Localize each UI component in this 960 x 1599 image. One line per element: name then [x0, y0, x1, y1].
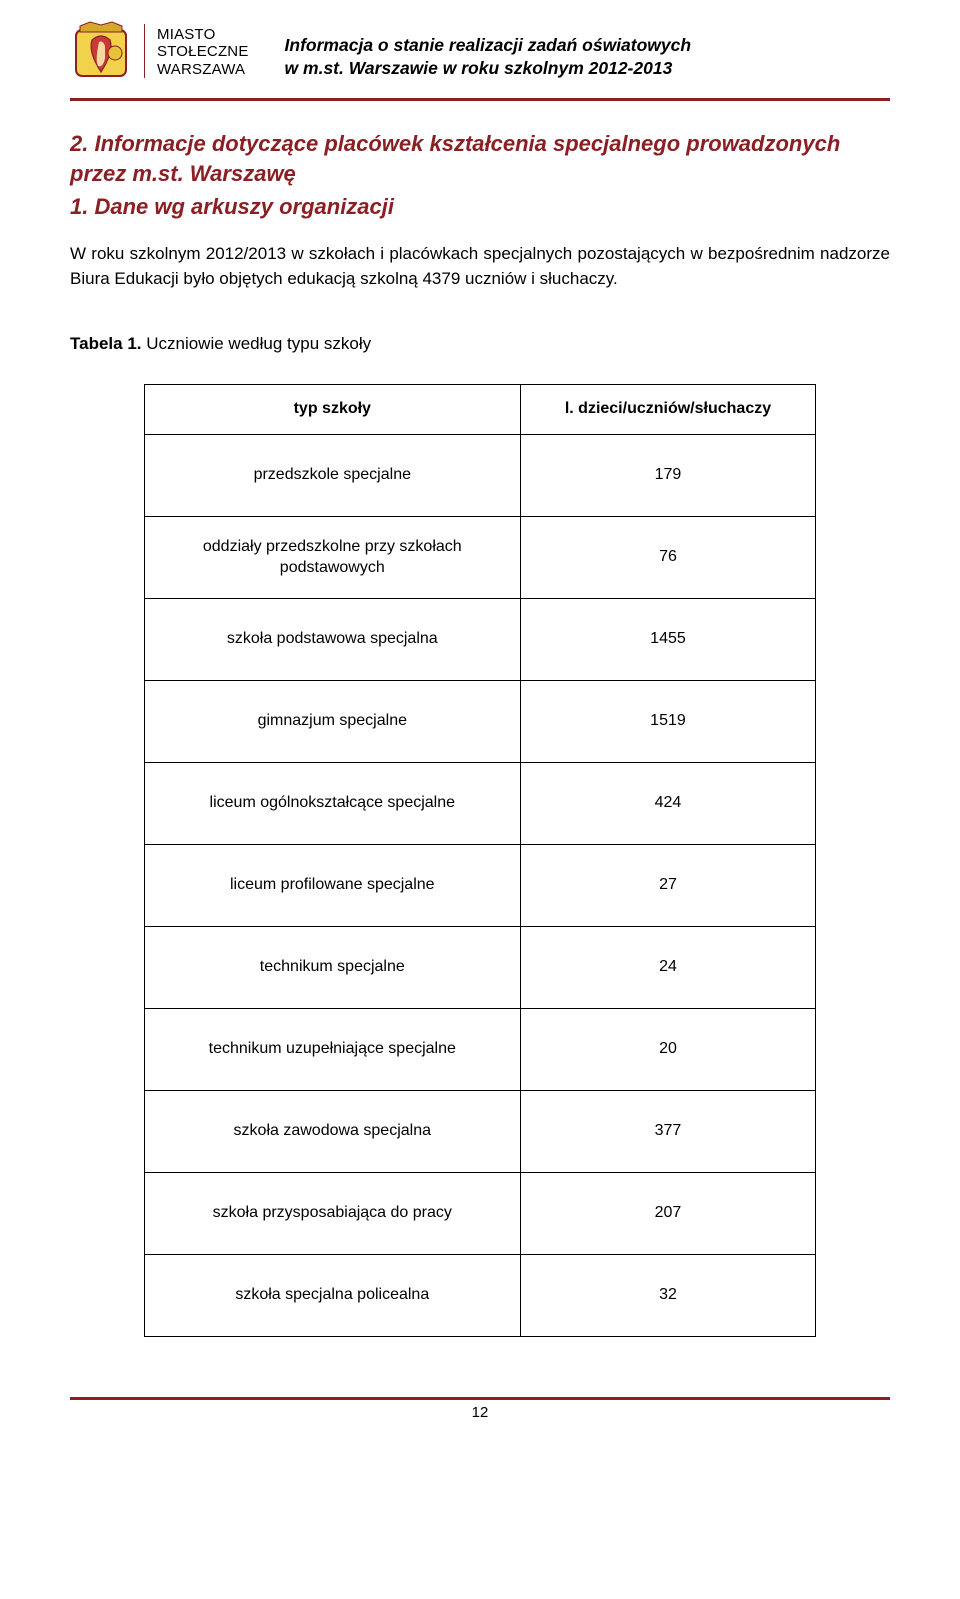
table-cell-label: gimnazjum specjalne [144, 680, 520, 762]
table-cell-value: 424 [520, 762, 815, 844]
subsection-title: 1. Dane wg arkuszy organizacji [70, 194, 890, 220]
table-cell-label: szkoła specjalna policealna [144, 1254, 520, 1336]
table-cell-value: 76 [520, 516, 815, 598]
table-header-row: typ szkoły l. dzieci/uczniów/słuchaczy [144, 384, 815, 434]
header-divider [144, 24, 145, 78]
table-caption: Tabela 1. Uczniowie według typu szkoły [70, 334, 890, 354]
students-by-school-type-table: typ szkoły l. dzieci/uczniów/słuchaczy p… [144, 384, 816, 1337]
table-cell-value: 1455 [520, 598, 815, 680]
table-caption-rest: Uczniowie według typu szkoły [142, 334, 372, 353]
table-row: przedszkole specjalne179 [144, 434, 815, 516]
table-row: technikum specjalne24 [144, 926, 815, 1008]
table-row: szkoła zawodowa specjalna377 [144, 1090, 815, 1172]
table-cell-value: 20 [520, 1008, 815, 1090]
table-row: liceum ogólnokształcące specjalne424 [144, 762, 815, 844]
table-row: liceum profilowane specjalne27 [144, 844, 815, 926]
table-cell-value: 24 [520, 926, 815, 1008]
table-row: technikum uzupełniające specjalne20 [144, 1008, 815, 1090]
intro-paragraph: W roku szkolnym 2012/2013 w szkołach i p… [70, 242, 890, 291]
table-cell-value: 32 [520, 1254, 815, 1336]
table-cell-value: 179 [520, 434, 815, 516]
table-row: szkoła podstawowa specjalna1455 [144, 598, 815, 680]
table-caption-bold: Tabela 1. [70, 334, 142, 353]
table-row: szkoła specjalna policealna32 [144, 1254, 815, 1336]
footer-rule [70, 1397, 890, 1400]
logo-line-1: MIASTO [157, 26, 249, 43]
document-running-title: Informacja o stanie realizacji zadań ośw… [261, 20, 692, 80]
table-cell-label: szkoła przysposabiająca do pracy [144, 1172, 520, 1254]
table-cell-value: 27 [520, 844, 815, 926]
table-header-right: l. dzieci/uczniów/słuchaczy [520, 384, 815, 434]
table-cell-label: oddziały przedszkolne przy szkołach pods… [144, 516, 520, 598]
table-header-left: typ szkoły [144, 384, 520, 434]
table-cell-label: technikum uzupełniające specjalne [144, 1008, 520, 1090]
table-cell-value: 1519 [520, 680, 815, 762]
logo-line-2: STOŁECZNE [157, 43, 249, 60]
table-cell-value: 207 [520, 1172, 815, 1254]
logo-line-3: WARSZAWA [157, 61, 249, 78]
table-cell-label: przedszkole specjalne [144, 434, 520, 516]
city-logo-text: MIASTO STOŁECZNE WARSZAWA [157, 20, 249, 78]
table-row: gimnazjum specjalne1519 [144, 680, 815, 762]
table-cell-value: 377 [520, 1090, 815, 1172]
table-cell-label: liceum profilowane specjalne [144, 844, 520, 926]
table-cell-label: technikum specjalne [144, 926, 520, 1008]
page-header: MIASTO STOŁECZNE WARSZAWA Informacja o s… [70, 20, 890, 92]
table-row: szkoła przysposabiająca do pracy207 [144, 1172, 815, 1254]
table-row: oddziały przedszkolne przy szkołach pods… [144, 516, 815, 598]
section-title: 2. Informacje dotyczące placówek kształc… [70, 129, 890, 188]
page-number: 12 [70, 1404, 890, 1425]
running-title-line-2: w m.st. Warszawie w roku szkolnym 2012-2… [285, 57, 692, 80]
table-cell-label: szkoła zawodowa specjalna [144, 1090, 520, 1172]
table-cell-label: szkoła podstawowa specjalna [144, 598, 520, 680]
running-title-line-1: Informacja o stanie realizacji zadań ośw… [285, 34, 692, 57]
header-rule [70, 98, 890, 101]
table-cell-label: liceum ogólnokształcące specjalne [144, 762, 520, 844]
warsaw-crest-icon [70, 20, 132, 82]
